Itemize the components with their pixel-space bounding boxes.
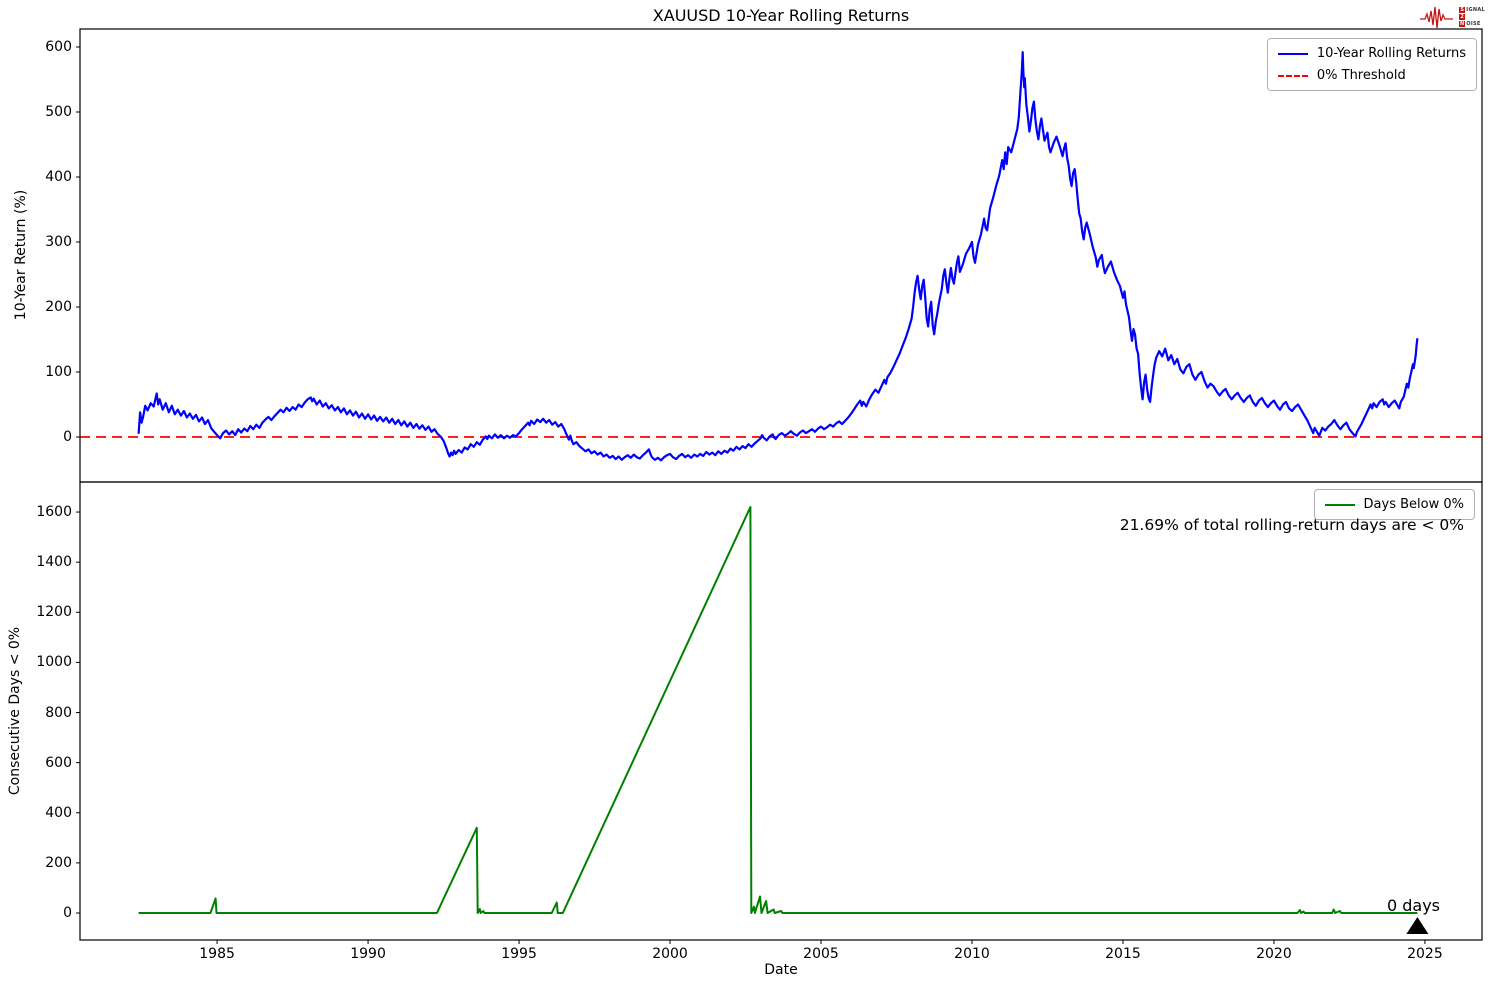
logo-row-noise: N OISE <box>1459 21 1485 27</box>
x-axis-label: Date <box>764 962 798 978</box>
top-y-tick-label: 0 <box>63 429 72 446</box>
top-y-tick-label: 500 <box>45 104 72 120</box>
legend-item-rolling-returns: 10-Year Rolling Returns <box>1277 46 1466 61</box>
logo-rest: OISE <box>1466 21 1481 27</box>
x-tick-label: 2015 <box>1105 946 1141 962</box>
legend-label: Days Below 0% <box>1363 497 1464 512</box>
end-marker-label: 0 days <box>1386 896 1440 915</box>
legend-item-days-below: Days Below 0% <box>1324 497 1464 512</box>
logo-badge-2: 2 <box>1459 14 1466 20</box>
x-tick-label: 2025 <box>1407 946 1443 962</box>
line-sample-blue-icon <box>1277 52 1308 55</box>
top-y-tick-label: 600 <box>45 39 72 55</box>
10-year-rolling-returns-line <box>137 51 1419 462</box>
x-tick-label: 1985 <box>199 946 235 962</box>
x-tick-label: 2010 <box>954 946 990 962</box>
top-y-tick-label: 400 <box>45 169 72 185</box>
bottom-y-tick-label: 400 <box>45 804 72 821</box>
top-axes-frame <box>79 28 1483 483</box>
legend-item-threshold: 0% Threshold <box>1277 68 1466 83</box>
x-tick-label: 1995 <box>501 946 537 962</box>
x-tick-label: 1990 <box>350 946 386 962</box>
x-tick-label: 2020 <box>1256 946 1292 962</box>
bottom-y-tick-label: 200 <box>45 854 72 871</box>
page-title: XAUUSD 10-Year Rolling Returns <box>652 6 910 25</box>
line-sample-green-icon <box>1324 503 1355 506</box>
waveform-icon <box>1420 6 1454 29</box>
top-chart-legend: 10-Year Rolling Returns 0% Threshold <box>1266 38 1477 91</box>
bottom-y-tick-label: 600 <box>45 754 72 771</box>
top-y-tick-label: 100 <box>45 364 72 381</box>
logo-text: S IGNAL 2 N OISE <box>1459 7 1485 27</box>
logo-row-2: 2 <box>1459 14 1485 20</box>
legend-label: 0% Threshold <box>1316 68 1406 83</box>
logo-row-signal: S IGNAL <box>1459 7 1485 13</box>
bottom-axes-frame <box>79 481 1483 941</box>
days-below-0-line <box>138 506 1418 914</box>
x-tick-label: 2005 <box>803 946 839 962</box>
bottom-y-tick-label: 1200 <box>36 604 72 621</box>
x-tick-label: 2000 <box>652 946 688 962</box>
top-y-tick-label: 200 <box>45 299 72 315</box>
top-y-tick-label: 300 <box>45 234 72 250</box>
bottom-y-tick-label: 1600 <box>36 504 72 521</box>
bottom-y-tick-label: 800 <box>45 704 72 721</box>
bottom-chart-legend: Days Below 0% <box>1313 489 1475 520</box>
legend-label: 10-Year Rolling Returns <box>1316 46 1466 61</box>
bottom-y-tick-label: 1000 <box>36 654 72 671</box>
bottom-y-tick-label: 1400 <box>36 554 72 571</box>
bottom-y-tick-label: 0 <box>63 905 72 921</box>
logo-badge-n: N <box>1459 21 1466 27</box>
end-marker-triangle-icon <box>1406 917 1429 934</box>
line-sample-red-dashed-icon <box>1277 74 1308 77</box>
percent-below-annotation: 21.69% of total rolling-return days are … <box>1119 516 1464 534</box>
logo-badge-s: S <box>1459 7 1466 13</box>
signal2noise-logo: S IGNAL 2 N OISE <box>1419 3 1485 31</box>
logo-rest: IGNAL <box>1466 7 1485 13</box>
